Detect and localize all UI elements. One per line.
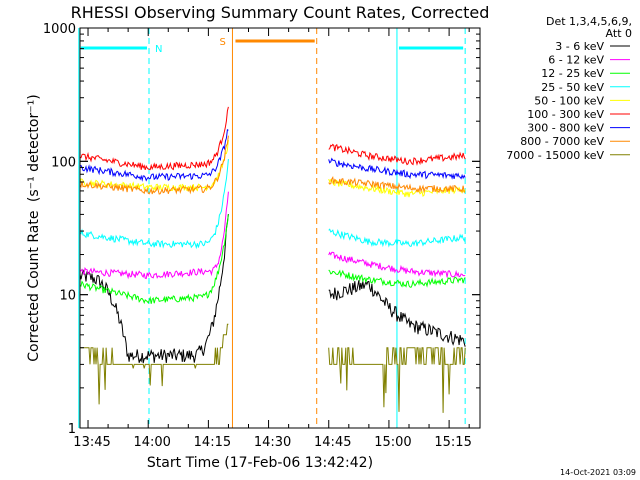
y-axis-label: Corrected Count Rate (s⁻¹ detector⁻¹) (26, 94, 42, 361)
series-line-pre (79, 129, 229, 182)
series-line-post (328, 269, 466, 288)
x-tick-label: 14:30 (254, 435, 291, 450)
footer-timestamp: 14-Oct-2021 03:09 (560, 468, 636, 477)
series-line-post (328, 178, 466, 198)
x-tick-label: 15:00 (374, 435, 411, 450)
series-line-post (328, 143, 466, 166)
series-line-post (328, 347, 466, 413)
series-line-post (328, 175, 466, 194)
legend-entry-label: 300 - 800 keV (527, 122, 604, 135)
y-axis-label-unit: (s⁻¹ detector⁻¹) (26, 94, 42, 202)
series-line-pre (79, 135, 229, 195)
plot-area: NS (78, 28, 466, 428)
y-axis-label-main: Corrected Count Rate (26, 211, 42, 362)
legend-entry-label: 100 - 300 keV (527, 108, 604, 121)
series-line-pre (79, 139, 229, 192)
legend-entry-label: 3 - 6 keV (555, 40, 604, 53)
axes: 1 10 100 1000 13:45 14:00 14:15 14:30 14:45 15:00… (43, 22, 481, 450)
y-tick-label: 100 (51, 155, 76, 170)
x-tick-label: 14:15 (194, 435, 231, 450)
series-line-post (328, 251, 466, 278)
x-tick-label: 14:45 (314, 435, 351, 450)
legend-header-line: Att 0 (606, 27, 632, 40)
legend-entry-label: 25 - 50 keV (541, 81, 604, 94)
saa-label: S (219, 37, 225, 48)
x-tick-label: 13:45 (73, 435, 110, 450)
y-tick-label: 1 (68, 422, 76, 437)
x-axis-label: Start Time (17-Feb-06 13:42:42) (147, 455, 373, 471)
legend-entry-label: 800 - 7000 keV (520, 135, 604, 148)
night-label: N (155, 44, 162, 55)
x-tick-label: 15:15 (434, 435, 471, 450)
series-line-pre (79, 159, 229, 250)
legend-entry-label: 6 - 12 keV (548, 54, 604, 67)
series-line-pre (80, 323, 229, 405)
series-line-pre (79, 191, 229, 280)
series-line-pre (79, 214, 229, 305)
series-line-post (328, 157, 466, 180)
legend-entry-label: 50 - 100 keV (534, 94, 604, 107)
series-line-post (328, 280, 466, 347)
series-line-pre (79, 106, 229, 171)
legend-entry-label: 12 - 25 keV (541, 67, 604, 80)
y-tick-label: 10 (59, 289, 76, 304)
y-tick-label: 1000 (43, 22, 76, 37)
legend-header-line: Det 1,3,4,5,6,9, (546, 15, 632, 28)
series-line-post (328, 228, 466, 248)
legend-entry-label: 7000 - 15000 keV (506, 149, 604, 162)
x-tick-label: 14:00 (133, 435, 170, 450)
plot-frame (79, 27, 481, 429)
chart-title: RHESSI Observing Summary Count Rates, Co… (71, 3, 490, 22)
